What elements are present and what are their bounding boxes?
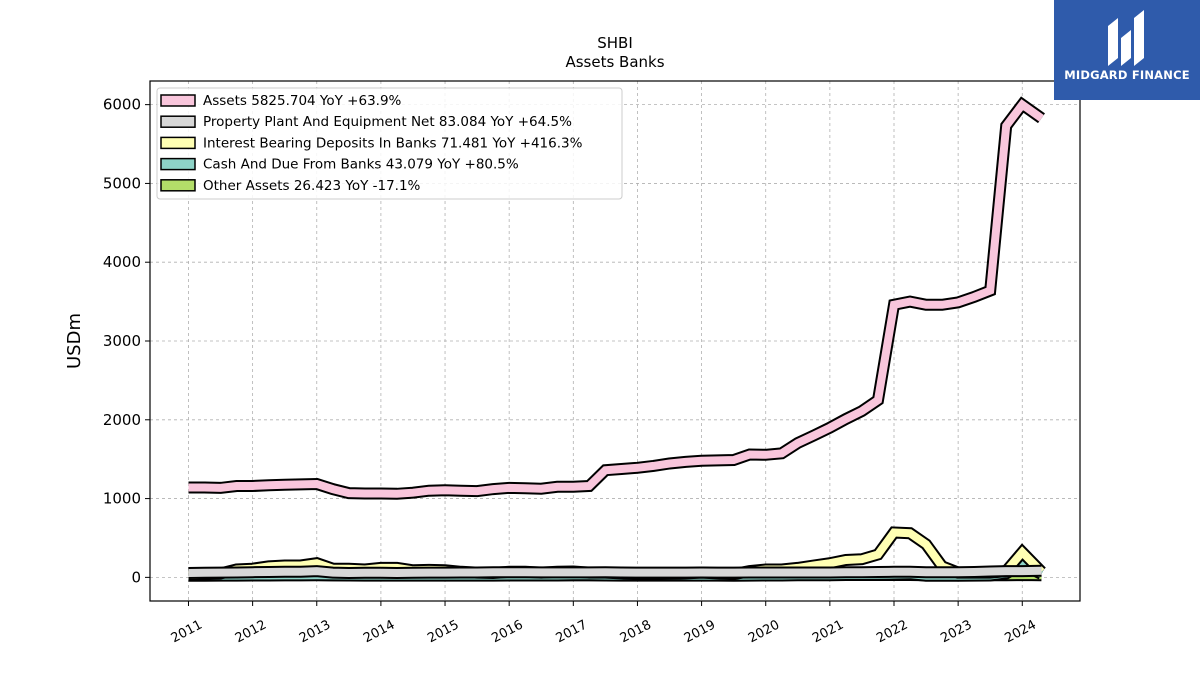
x-tick-label: 2011: [169, 618, 205, 647]
series-line: [188, 566, 1042, 578]
series-layer: [188, 96, 1046, 582]
x-tick-label: 2021: [810, 618, 846, 647]
legend-swatch: [160, 179, 196, 192]
legend-item: Assets 5825.704 YoY +63.9%: [160, 93, 402, 109]
legend-swatch: [160, 115, 196, 128]
legend-label: Interest Bearing Deposits In Banks 71.48…: [203, 135, 583, 151]
legend-label: Cash And Due From Banks 43.079 YoY +80.5…: [203, 157, 519, 173]
chart-subtitle: Assets Banks: [565, 53, 664, 71]
x-tick-label: 2017: [554, 618, 590, 647]
legend-swatch: [160, 157, 196, 171]
x-tick-label: 2016: [489, 618, 525, 647]
x-tick-label: 2014: [361, 618, 397, 647]
series-assets: [188, 96, 1045, 500]
legend-label: Assets 5825.704 YoY +63.9%: [203, 93, 402, 109]
x-tick-label: 2012: [233, 618, 269, 647]
legend-item: Interest Bearing Deposits In Banks 71.48…: [160, 135, 583, 151]
x-tick-label: 2018: [618, 618, 654, 647]
y-tick-label: 6000: [103, 96, 141, 114]
x-tick-label: 2013: [297, 618, 333, 647]
y-tick-label: 1000: [103, 490, 141, 508]
y-tick-label: 5000: [103, 174, 141, 192]
legend-item: Property Plant And Equipment Net 83.084 …: [160, 114, 572, 130]
y-tick-label: 3000: [103, 332, 141, 350]
logo-mark-icon: [1108, 10, 1144, 66]
legend-label: Property Plant And Equipment Net 83.084 …: [203, 114, 572, 130]
legend-box: [156, 87, 623, 200]
grid: [150, 81, 1080, 601]
legend-item: Cash And Due From Banks 43.079 YoY +80.5…: [160, 157, 519, 173]
series-property-plant-and-equipment-net: [188, 564, 1042, 580]
legend-swatch: [160, 94, 196, 107]
x-tick-label: 2022: [874, 618, 910, 647]
y-tick-label: 2000: [103, 411, 141, 429]
y-tick-label: 0: [131, 568, 141, 586]
y-tick-label: 4000: [103, 253, 141, 271]
logo-text: MIDGARD FINANCE: [1064, 68, 1190, 82]
legend: Assets 5825.704 YoY +63.9% Property Plant…: [156, 87, 623, 200]
legend-label: Other Assets 26.423 YoY -17.1%: [203, 178, 421, 194]
series-line: [188, 99, 1044, 498]
x-tick-label: 2020: [746, 618, 782, 647]
legend-item: Other Assets 26.423 YoY -17.1%: [160, 178, 421, 194]
legend-swatch: [160, 136, 196, 150]
y-axis-label: USDm: [64, 313, 85, 369]
x-tick-label: 2024: [1003, 618, 1039, 647]
x-tick-label: 2015: [425, 618, 461, 647]
x-tick-label: 2023: [938, 618, 974, 647]
chart-title: SHBI: [597, 34, 633, 52]
x-tick-label: 2019: [682, 618, 718, 647]
brand-logo: MIDGARD FINANCE: [1054, 0, 1200, 100]
